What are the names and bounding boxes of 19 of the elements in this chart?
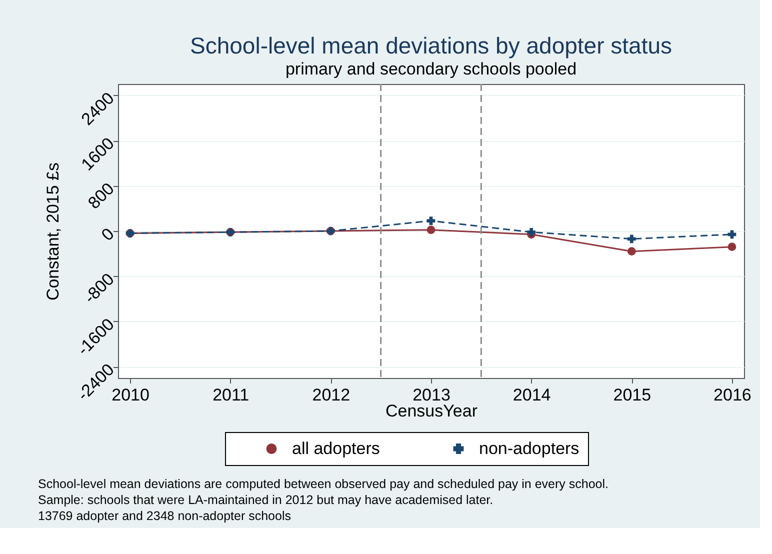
legend-label: all adopters bbox=[292, 438, 380, 458]
text: School-level mean deviations are computed between observed pay and scheduled pay in every school. bbox=[38, 477, 608, 491]
chart-subtitle: primary and secondary schools pooled bbox=[285, 59, 577, 78]
legend-label: non-adopters bbox=[479, 438, 580, 458]
x-tick-label: 2010 bbox=[112, 386, 150, 404]
chart-title: School-level mean deviations by adopter status bbox=[190, 32, 672, 58]
y-tick-label: -800 bbox=[80, 270, 118, 308]
x-tick-label: 2015 bbox=[613, 386, 652, 404]
text: Sample: schools that were LA-maintained in 2012 but may have academised later. bbox=[38, 493, 494, 507]
y-tick-label: 0 bbox=[98, 224, 118, 245]
x-tick-label: 2011 bbox=[212, 386, 250, 404]
y-axis-title: Constant, 2015 £s bbox=[43, 162, 62, 300]
x-axis-title: CensusYear bbox=[386, 402, 478, 420]
x-tick-label: 2012 bbox=[312, 386, 350, 404]
x-tick-label: 2013 bbox=[412, 386, 450, 404]
y-tick-label: 800 bbox=[84, 179, 118, 213]
x-tick-label: 2016 bbox=[714, 386, 752, 404]
text: 13769 adopter and 2348 non-adopter schools bbox=[38, 509, 291, 523]
x-tick-label: 2014 bbox=[512, 386, 551, 404]
